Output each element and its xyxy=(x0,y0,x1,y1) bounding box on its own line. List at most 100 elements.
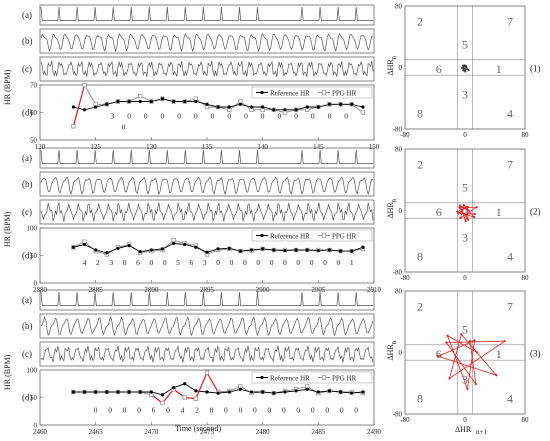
trajectory-point xyxy=(476,351,478,353)
quadrant-number: 3 xyxy=(462,230,468,244)
trajectory-point xyxy=(468,209,470,211)
subplot-label: (a) xyxy=(22,153,32,163)
subplot-label: (b) xyxy=(22,321,33,331)
quadrant-digit: 0 xyxy=(227,111,231,120)
trajectory-point xyxy=(495,374,497,376)
signal-frame-(a) xyxy=(40,5,374,25)
quadrant-digit: 0 xyxy=(216,258,220,267)
x-tick-label: 2470 xyxy=(144,428,159,436)
signal-trace-ppg xyxy=(41,34,373,51)
x-tick-label: 2480 xyxy=(256,428,271,436)
trajectory-point xyxy=(458,212,460,214)
reference-point xyxy=(94,390,97,393)
trajectory-point xyxy=(458,206,460,208)
trajectory-point xyxy=(464,64,466,66)
subplot-label: (c) xyxy=(22,349,32,359)
legend-label-ppg: PPG HR xyxy=(332,375,357,383)
map-y-subscript: n xyxy=(390,56,398,60)
reference-point xyxy=(261,247,264,250)
reference-point xyxy=(172,242,175,245)
signal-frame-(c) xyxy=(40,342,374,366)
x-tick-label: 2460 xyxy=(33,428,48,436)
reference-point xyxy=(361,390,364,393)
quadrant-digit: 0 xyxy=(294,111,298,120)
reference-point xyxy=(127,100,130,103)
quadrant-digit: 0 xyxy=(94,406,98,415)
quadrant-digit: 0 xyxy=(137,406,141,415)
map-x-tick-label: -80 xyxy=(400,131,410,139)
quadrant-number: 1 xyxy=(496,62,502,76)
quadrant-number: 2 xyxy=(417,14,423,28)
reference-point xyxy=(261,390,264,393)
quadrant-number: 3 xyxy=(462,87,468,101)
trajectory-point xyxy=(445,341,447,343)
legend-dot-reference xyxy=(260,376,263,379)
reference-point xyxy=(150,390,153,393)
map-y-tick-label: 0 xyxy=(399,349,403,357)
quadrant-digit: 0 xyxy=(230,258,234,267)
reference-point xyxy=(116,247,119,250)
reference-point xyxy=(194,246,197,249)
map-x-subscript: n+1 xyxy=(476,428,487,436)
reference-point xyxy=(272,392,275,395)
trajectory-point xyxy=(467,69,469,71)
quadrant-digit: 0 xyxy=(166,406,170,415)
reference-point xyxy=(116,390,119,393)
reference-point xyxy=(272,248,275,251)
reference-point xyxy=(72,390,75,393)
reference-point xyxy=(139,250,142,253)
ppg-point xyxy=(72,124,76,128)
reference-point xyxy=(194,100,197,103)
quadrant-digit: 0 xyxy=(270,258,274,267)
quadrant-number: 4 xyxy=(507,392,513,406)
signal-trace-ecg xyxy=(41,292,373,306)
reference-point xyxy=(361,105,364,108)
signal-trace-flt xyxy=(41,61,373,77)
reference-point xyxy=(328,248,331,251)
quadrant-number: 2 xyxy=(417,299,423,313)
trajectory-point xyxy=(448,377,450,379)
reference-point xyxy=(283,390,286,393)
quadrant-number: 6 xyxy=(436,205,442,219)
quadrant-digit: 0 xyxy=(127,111,131,120)
trajectory-point xyxy=(437,355,439,357)
quadrant-digit: 0 xyxy=(149,258,153,267)
map-x-title: ΔHR xyxy=(455,425,472,434)
x-tick-label: 145 xyxy=(313,143,324,151)
reference-point xyxy=(317,390,320,393)
map-y-title: ΔHR xyxy=(386,59,395,76)
reference-point xyxy=(217,105,220,108)
reference-point xyxy=(361,246,364,249)
deviation-highlight xyxy=(207,373,218,392)
legend-square-ppg xyxy=(322,376,326,380)
reference-point xyxy=(250,105,253,108)
reference-point xyxy=(139,100,142,103)
x-tick-label: 140 xyxy=(257,143,268,151)
subplot-label: (c) xyxy=(22,207,32,217)
quadrant-number: 8 xyxy=(417,107,423,121)
trajectory-point xyxy=(456,210,458,212)
map-y-tick-label: 0 xyxy=(399,207,403,215)
reference-point xyxy=(317,105,320,108)
reference-point xyxy=(83,390,86,393)
quadrant-digit: 3 xyxy=(203,258,207,267)
trajectory-point xyxy=(465,220,467,222)
quadrant-number: 7 xyxy=(507,14,513,28)
quadrant-digit: 0 xyxy=(325,406,329,415)
ppg-point xyxy=(194,397,198,401)
reference-point xyxy=(83,108,86,111)
reference-point xyxy=(328,389,331,392)
quadrant-digit: 0 xyxy=(194,111,198,120)
quadrant-digit: 6 xyxy=(152,406,156,415)
quadrant-digit: 0 xyxy=(261,111,265,120)
quadrant-digit: 0 xyxy=(311,406,315,415)
trajectory-point xyxy=(473,216,475,218)
quadrant-digit: 0 xyxy=(253,406,257,415)
subplot-label: (b) xyxy=(22,179,33,189)
